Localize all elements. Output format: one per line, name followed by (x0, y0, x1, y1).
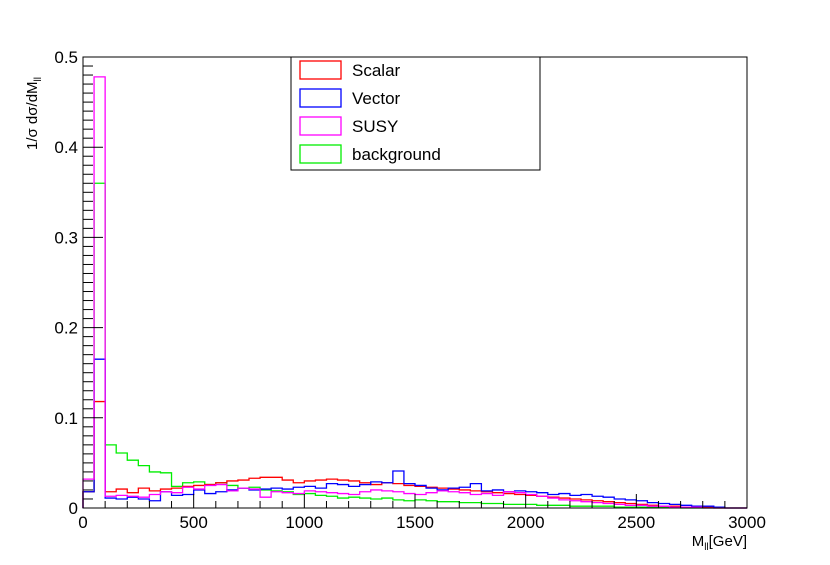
y-tick-label: 0.1 (54, 409, 78, 428)
series-background-histogram (82, 182, 747, 509)
y-tick-label: 0.4 (54, 138, 78, 157)
legend-label: Scalar (352, 61, 401, 80)
legend-swatch (299, 144, 342, 164)
legend: Scalar Vector SUSY background (290, 56, 541, 171)
legend-swatch (299, 88, 342, 108)
axis-layer: 0 500 1000 1500 2000 2500 3000 0 0.1 0.2 0.3 0.4 0.5 (54, 48, 766, 532)
x-tick-label: 3000 (728, 513, 766, 532)
legend-swatch (299, 60, 342, 80)
y-tick-label: 0 (69, 499, 78, 518)
legend-entry-scalar: Scalar (299, 60, 401, 80)
legend-entry-background: background (299, 144, 441, 164)
y-axis-title: 1/σ dσ/dMll (24, 77, 44, 150)
x-axis-title: Mll[GeV] (692, 533, 747, 553)
legend-label: background (352, 145, 441, 164)
x-tick-label: 1500 (396, 513, 434, 532)
y-tick-label: 0.2 (54, 319, 78, 338)
legend-entry-vector: Vector (299, 88, 401, 108)
series-vector-histogram (82, 358, 747, 509)
legend-swatch (299, 116, 342, 136)
x-tick-label: 1000 (285, 513, 323, 532)
legend-entry-susy: SUSY (299, 116, 398, 136)
legend-label: Vector (352, 89, 401, 108)
series-susy-histogram (82, 76, 747, 509)
x-tick-label: 500 (179, 513, 207, 532)
x-tick-label: 2000 (507, 513, 545, 532)
y-tick-label: 0.5 (54, 48, 78, 67)
legend-box (290, 56, 541, 171)
legend-label: SUSY (352, 117, 398, 136)
y-tick-label: 0.3 (54, 228, 78, 247)
x-tick-label: 2500 (617, 513, 655, 532)
x-tick-label: 0 (78, 513, 87, 532)
